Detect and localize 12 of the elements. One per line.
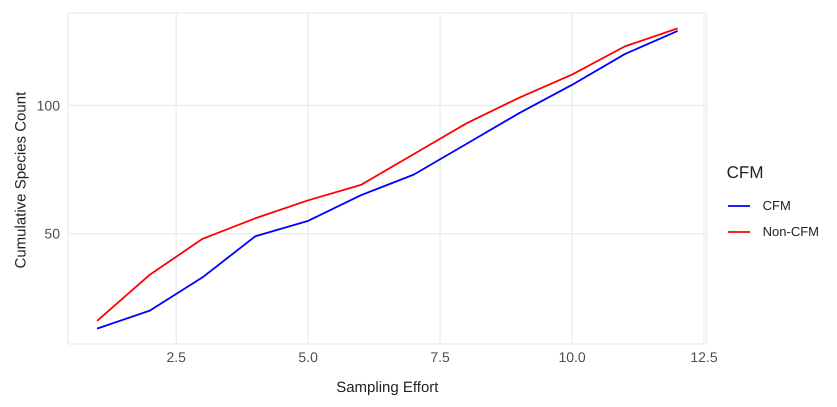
- legend-label: CFM: [762, 198, 791, 213]
- x-tick-label: 5.0: [298, 348, 318, 365]
- x-tick-label: 7.5: [430, 348, 450, 365]
- y-tick-label: 50: [44, 226, 60, 242]
- x-tick-label: 2.5: [166, 348, 186, 365]
- x-axis-title: Sampling Effort: [336, 379, 440, 396]
- legend-label: Non-CFM: [762, 224, 819, 239]
- y-tick-label: 100: [36, 97, 60, 114]
- x-tick-label: 12.5: [690, 348, 718, 365]
- x-tick-label: 10.0: [558, 348, 586, 365]
- y-axis-title: Cumulative Species Count: [12, 90, 30, 268]
- legend-title: CFM: [726, 162, 764, 182]
